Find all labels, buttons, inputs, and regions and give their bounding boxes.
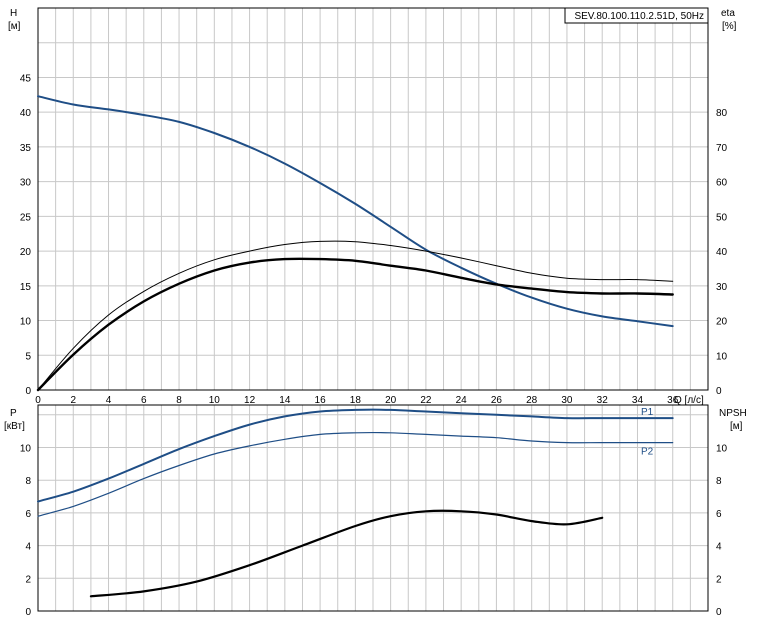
y-right-tick-label: 10 [716,351,728,362]
y-left-tick-label: 4 [25,542,31,553]
y-left-tick-label: 35 [20,143,32,154]
series-label-p2: P2 [641,447,654,458]
x-tick-label: 24 [456,395,468,406]
x-tick-label: 20 [385,395,397,406]
series-line-npsh [89,509,604,598]
y-left-tick-label: 25 [20,212,32,223]
y-left-axis-unit: [м] [8,21,21,32]
x-tick-label: 14 [279,395,291,406]
x-tick-label: 2 [70,395,76,406]
x-tick-label: 12 [244,395,256,406]
upper-plot-frame [37,7,709,391]
chart-title: SEV.80.100.110.2.51D, 50Hz [574,11,704,22]
y-right-axis-unit: [м] [730,421,743,432]
y-right-tick-label: 0 [716,386,722,397]
y-left-tick-label: 0 [25,607,31,618]
x-tick-label: 18 [350,395,362,406]
y-left-tick-label: 10 [20,444,32,455]
x-tick-label: 36 [667,395,679,406]
x-tick-label: 34 [632,395,644,406]
series-line-p2 [37,431,674,517]
series-line-h [37,95,674,328]
y-right-tick-label: 60 [716,178,728,189]
y-right-tick-label: 10 [716,444,728,455]
y-right-tick-label: 40 [716,247,728,258]
x-tick-label: 32 [597,395,609,406]
x-tick-label: 28 [526,395,538,406]
y-right-tick-label: 0 [716,607,722,618]
y-right-tick-label: 8 [716,476,722,487]
x-tick-label: 16 [315,395,327,406]
y-left-axis-label: P [10,408,17,419]
series-line-eta-thin- [37,240,674,391]
y-left-tick-label: 45 [20,73,32,84]
series-line-p1 [37,408,674,503]
y-right-tick-label: 4 [716,542,722,553]
series-line-eta [36,257,674,392]
x-tick-label: 22 [420,395,432,406]
y-left-tick-label: 20 [20,247,32,258]
y-left-tick-label: 10 [20,317,32,328]
x-tick-label: 6 [141,395,147,406]
y-right-tick-label: 50 [716,212,728,223]
y-right-axis-label: NPSH [719,408,747,419]
y-left-tick-label: 30 [20,178,32,189]
y-left-tick-label: 15 [20,282,32,293]
y-right-tick-label: 70 [716,143,728,154]
y-left-tick-label: 6 [25,509,31,520]
y-left-tick-label: 5 [25,351,31,362]
chart-title-box [564,7,709,24]
y-left-tick-label: 2 [25,574,31,585]
y-right-tick-label: 20 [716,317,728,328]
y-left-axis-unit: [кВт] [4,421,25,432]
y-right-axis-label: eta [721,8,735,19]
y-right-tick-label: 2 [716,574,722,585]
y-left-tick-label: 0 [25,386,31,397]
x-tick-label: 10 [209,395,221,406]
y-right-tick-label: 6 [716,509,722,520]
y-right-tick-label: 80 [716,108,728,119]
y-left-axis-label: H [10,8,17,19]
x-tick-label: 26 [491,395,503,406]
y-right-tick-label: 30 [716,282,728,293]
x-tick-label: 4 [106,395,112,406]
y-right-axis-unit: [%] [722,21,737,32]
y-left-tick-label: 8 [25,476,31,487]
series-label-p1: P1 [641,407,654,418]
y-left-tick-label: 40 [20,108,32,119]
x-tick-label: 8 [176,395,182,406]
x-tick-label: 0 [35,395,41,406]
x-tick-label: 30 [561,395,573,406]
x-axis-label: Q [л/с] [674,395,704,406]
lower-plot-frame [37,404,709,612]
